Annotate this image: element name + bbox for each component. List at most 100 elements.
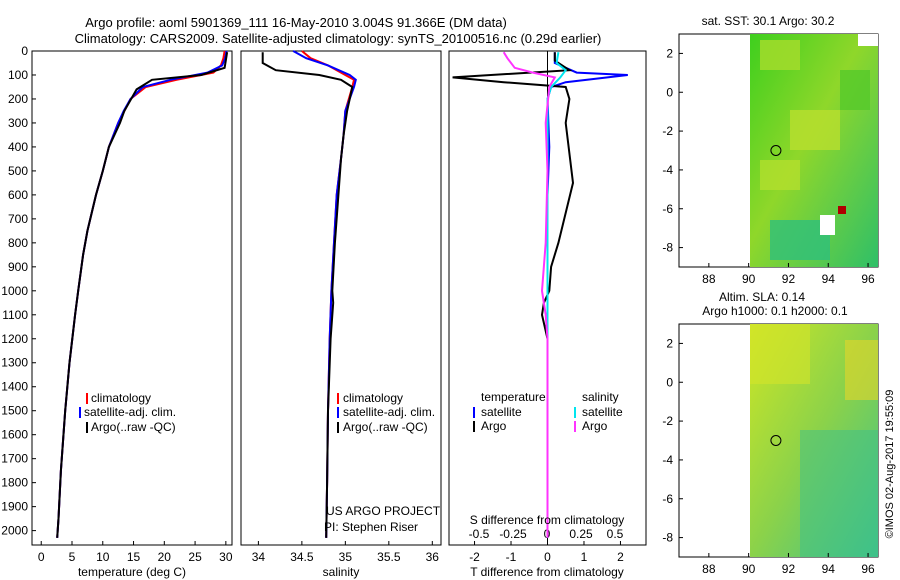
- copyright-stamp: ©IMOS 02-Aug-2017 19:55:09: [884, 390, 896, 539]
- lon-tick-label: 94: [822, 562, 836, 576]
- depth-tick-label: 0: [21, 44, 28, 58]
- x-tick-label: 15: [127, 550, 141, 564]
- depth-tick-label: 700: [8, 212, 28, 226]
- series-satellite-adj-clim-: [56, 50, 228, 538]
- x-tick-label: 35: [339, 550, 353, 564]
- lat-tick-label: -8: [662, 241, 673, 255]
- depth-tick-label: 800: [8, 236, 28, 250]
- x-tick-label: 25: [188, 550, 202, 564]
- lat-tick-label: -2: [662, 414, 673, 428]
- depth-tick-label: 1900: [1, 500, 28, 514]
- depth-tick-label: 100: [8, 68, 28, 82]
- series-argo-raw-qc-: [261, 52, 354, 538]
- lat-tick-label: 0: [666, 375, 673, 389]
- lon-tick-label: 90: [742, 272, 756, 286]
- figure-title-line2: Climatology: CARS2009. Satellite-adjuste…: [75, 31, 602, 46]
- depth-tick-label: 1600: [1, 428, 28, 442]
- lon-tick-label: 90: [742, 562, 756, 576]
- lat-tick-label: -6: [662, 492, 673, 506]
- lat-tick-label: -6: [662, 202, 673, 216]
- x-tick-label: 30: [219, 550, 233, 564]
- lat-tick-label: -8: [662, 531, 673, 545]
- sst-map-axes: 88 90 92 94 96 2 0 -2 -4 -6 -8: [662, 46, 875, 286]
- sla-patch: [750, 324, 810, 384]
- series-temperature-satellite: [546, 52, 628, 538]
- salinity-legend: climatology satellite-adj. clim. Argo(..…: [337, 391, 435, 434]
- lon-tick-label: 92: [782, 272, 796, 286]
- depth-tick-label: 400: [8, 140, 28, 154]
- top-x-tick-label: 0.25: [569, 527, 593, 541]
- lat-tick-label: 0: [666, 85, 673, 99]
- top-x-tick-label: -0.5: [469, 527, 490, 541]
- x-tick-label: 10: [96, 550, 110, 564]
- lon-tick-label: 88: [702, 272, 716, 286]
- lat-tick-label: -4: [662, 453, 673, 467]
- legend-temperature-heading: temperature: [481, 390, 546, 404]
- series-temperature-argo: [452, 52, 575, 538]
- lon-tick-label: 96: [861, 562, 875, 576]
- sst-hot-spot: [838, 206, 846, 214]
- sst-field: [750, 34, 878, 267]
- lon-tick-label: 92: [782, 562, 796, 576]
- series-salinity-satellite: [546, 52, 568, 538]
- x-tick-label: 2: [617, 550, 624, 564]
- series-argo-raw-qc-: [56, 52, 229, 538]
- depth-tick-label: 1200: [1, 332, 28, 346]
- x-tick-label: 20: [158, 550, 172, 564]
- sla-patch: [845, 340, 878, 400]
- sst-float-position-marker: [770, 145, 782, 156]
- depth-tick-label: 600: [8, 188, 28, 202]
- sla-map-title: Altim. SLA: 0.14: [719, 290, 805, 304]
- series-climatology: [56, 50, 226, 538]
- lat-tick-label: 2: [666, 336, 673, 350]
- x-tick-label: 34.5: [290, 550, 314, 564]
- depth-tick-label: 200: [8, 92, 28, 106]
- sla-field: [750, 324, 878, 557]
- legend-satellite: satellite-adj. clim.: [84, 405, 176, 419]
- lon-tick-label: 96: [861, 272, 875, 286]
- sst-missing-patch: [820, 215, 835, 235]
- depth-tick-label: 1300: [1, 356, 28, 370]
- lon-tick-label: 88: [702, 562, 716, 576]
- salinity-panel-frame: [240, 50, 442, 546]
- legend-t-satellite: satellite: [481, 405, 522, 419]
- legend-satellite: satellite-adj. clim.: [343, 405, 435, 419]
- sst-patch: [760, 160, 800, 190]
- depth-tick-label: 1800: [1, 476, 28, 490]
- sst-patch: [760, 40, 800, 70]
- sla-map-axes: 88 90 92 94 96 2 0 -2 -4 -6 -8: [662, 336, 875, 576]
- sla-patch: [800, 430, 878, 557]
- legend-argo: Argo(..raw -QC): [343, 420, 428, 434]
- depth-tick-label: 300: [8, 116, 28, 130]
- x-tick-label: 36: [426, 550, 440, 564]
- legend-salinity-heading: salinity: [582, 390, 619, 404]
- depth-tick-label: 1100: [2, 308, 28, 322]
- legend-climatology: climatology: [343, 391, 403, 405]
- temperature-legend: climatology satellite-adj. clim. Argo(..…: [79, 391, 176, 434]
- sst-patch: [790, 110, 840, 150]
- salinity-plot: 34 34.5 35 35.5 36: [252, 50, 440, 564]
- x-tick-label: 0: [38, 550, 45, 564]
- legend-argo: Argo(..raw -QC): [91, 420, 176, 434]
- x-tick-label: 35.5: [377, 550, 401, 564]
- legend-climatology: climatology: [91, 391, 151, 405]
- sla-map-subtitle: Argo h1000: 0.1 h2000: 0.1: [702, 304, 848, 318]
- s-difference-axis-label: S difference from climatology: [470, 513, 625, 527]
- series-salinity-argo: [502, 51, 557, 538]
- figure-title-line1: Argo profile: aoml 5901369_111 16-May-20…: [85, 15, 507, 30]
- x-tick-label: 0: [544, 550, 551, 564]
- legend-t-argo: Argo: [481, 419, 507, 433]
- depth-axis: 0 100 200 300 400 500 600 700 800 900 1000 1100 1200…: [1, 44, 36, 538]
- lat-tick-label: -4: [662, 163, 673, 177]
- legend-s-argo: Argo: [582, 419, 608, 433]
- depth-tick-label: 500: [8, 164, 28, 178]
- lon-tick-label: 94: [822, 272, 836, 286]
- temperature-axis-label: temperature (deg C): [78, 565, 186, 579]
- difference-legend: temperature salinity satellite Argo sate…: [473, 390, 623, 433]
- salinity-axis-label: salinity: [323, 565, 360, 579]
- sst-missing-patch: [858, 34, 878, 46]
- temperature-panel-frame: [31, 50, 233, 546]
- series-satellite-adj-clim-: [292, 50, 357, 538]
